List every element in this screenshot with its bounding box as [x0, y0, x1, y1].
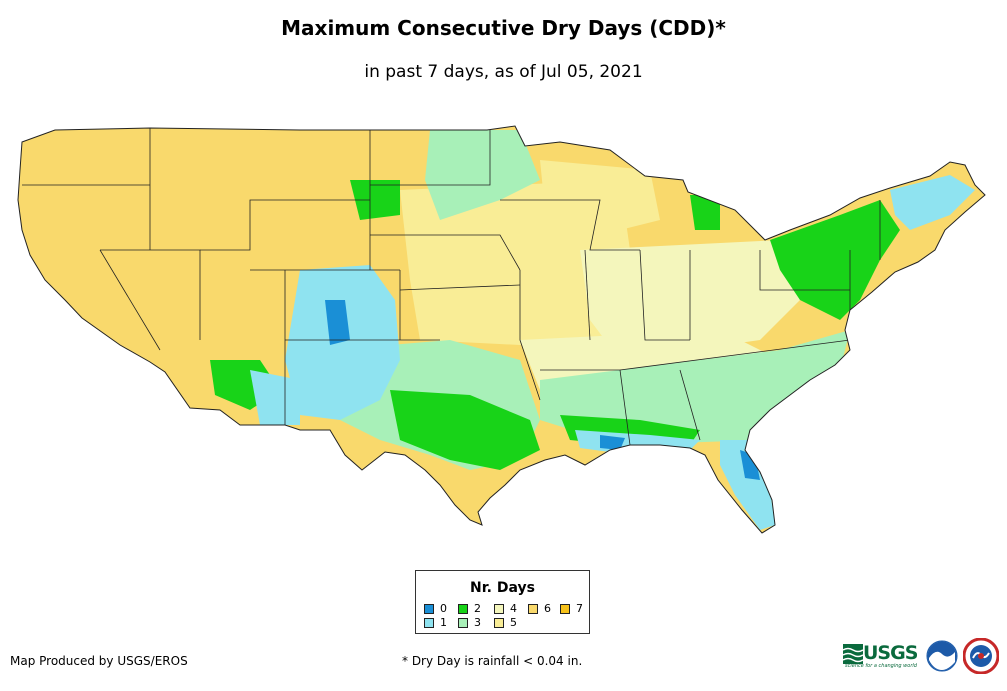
zone-2-texas — [390, 390, 540, 470]
map-title: Maximum Consecutive Dry Days (CDD)* — [281, 16, 726, 40]
credit-text: Map Produced by USGS/EROS — [10, 654, 188, 668]
legend-swatch-5 — [494, 618, 504, 628]
noaa-logo-icon — [926, 640, 958, 672]
zone-1-colorado — [285, 265, 400, 420]
zone-0-louisiana — [600, 435, 625, 450]
state-boundaries — [22, 128, 881, 446]
zone-1-arizona — [250, 370, 300, 425]
nws-logo-icon — [963, 638, 999, 674]
map-subtitle: in past 7 days, as of Jul 05, 2021 — [364, 62, 643, 82]
legend-label-2: 2 — [474, 602, 481, 615]
zone-1-florida — [720, 440, 775, 530]
legend-swatch-6 — [528, 604, 538, 614]
usgs-wave-icon — [843, 644, 863, 664]
cdd-map — [17, 125, 986, 534]
legend-swatch-7 — [560, 604, 570, 614]
legend-swatch-1 — [424, 618, 434, 628]
legend-swatch-3 — [458, 618, 468, 628]
zone-0-colorado — [325, 300, 350, 345]
usgs-logo: USGS science for a changing world — [843, 642, 921, 670]
legend-label-7: 7 — [576, 602, 583, 615]
zone-2-michigan — [690, 195, 720, 230]
legend-title: Nr. Days — [470, 580, 535, 596]
map-legend: Nr. Days 0 1 2 3 4 5 6 7 — [415, 570, 590, 634]
legend-label-1: 1 — [440, 616, 447, 629]
usgs-wordmark: USGS — [863, 642, 918, 664]
legend-swatch-0 — [424, 604, 434, 614]
zone-1-new-england — [890, 175, 975, 230]
legend-label-0: 0 — [440, 602, 447, 615]
legend-swatch-4 — [494, 604, 504, 614]
legend-label-4: 4 — [510, 602, 517, 615]
legend-label-3: 3 — [474, 616, 481, 629]
legend-swatch-2 — [458, 604, 468, 614]
zone-3-dakotas — [425, 130, 540, 220]
legend-label-5: 5 — [510, 616, 517, 629]
dry-day-note: * Dry Day is rainfall < 0.04 in. — [402, 654, 583, 668]
legend-label-6: 6 — [544, 602, 551, 615]
zone-2-montana — [350, 180, 400, 220]
usgs-tagline: science for a changing world — [845, 663, 917, 669]
